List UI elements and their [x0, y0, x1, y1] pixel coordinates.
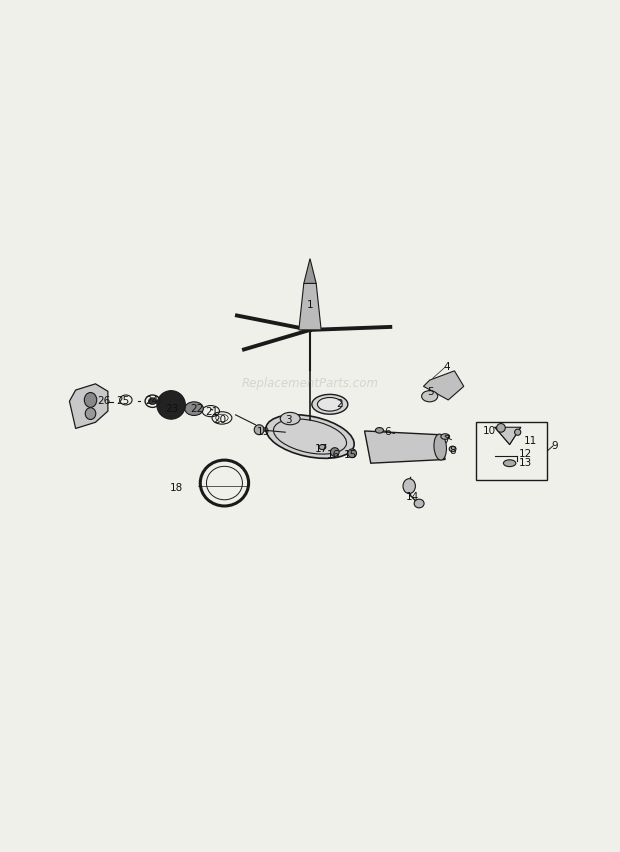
- Circle shape: [330, 447, 339, 457]
- Text: 2: 2: [337, 400, 343, 409]
- Text: 17: 17: [314, 444, 328, 454]
- Polygon shape: [69, 384, 108, 429]
- Text: 26: 26: [97, 396, 111, 406]
- Text: 7: 7: [443, 435, 449, 445]
- Ellipse shape: [86, 408, 95, 419]
- Text: 25: 25: [116, 396, 130, 406]
- Text: 20: 20: [213, 415, 227, 425]
- Ellipse shape: [503, 460, 516, 467]
- Ellipse shape: [414, 499, 424, 508]
- Polygon shape: [299, 284, 321, 330]
- Text: 6: 6: [384, 427, 391, 437]
- Text: 13: 13: [519, 458, 533, 469]
- Text: 10: 10: [483, 426, 497, 436]
- Text: 9: 9: [552, 440, 558, 451]
- Text: 22: 22: [190, 404, 204, 414]
- Text: 19: 19: [257, 427, 270, 437]
- Polygon shape: [304, 259, 316, 284]
- Circle shape: [157, 391, 185, 419]
- Ellipse shape: [403, 479, 415, 493]
- Ellipse shape: [376, 428, 383, 433]
- Text: ReplacementParts.com: ReplacementParts.com: [242, 377, 378, 390]
- Ellipse shape: [449, 446, 456, 452]
- Text: 5: 5: [428, 387, 434, 397]
- Text: 3: 3: [285, 415, 291, 425]
- Text: 21: 21: [205, 407, 219, 417]
- Text: 8: 8: [450, 446, 456, 456]
- Circle shape: [254, 425, 264, 435]
- Polygon shape: [365, 431, 445, 463]
- Polygon shape: [495, 427, 521, 445]
- Text: 15: 15: [343, 450, 357, 460]
- Ellipse shape: [149, 398, 156, 405]
- Ellipse shape: [280, 412, 300, 425]
- Text: 24: 24: [145, 396, 159, 406]
- Ellipse shape: [84, 393, 97, 407]
- Ellipse shape: [422, 391, 438, 402]
- Ellipse shape: [266, 415, 354, 458]
- Bar: [476, 422, 547, 480]
- Text: 1: 1: [307, 300, 313, 310]
- Text: 14: 14: [405, 492, 419, 503]
- Text: 18: 18: [170, 483, 184, 493]
- Text: 16: 16: [326, 450, 340, 460]
- Text: 23: 23: [166, 404, 179, 413]
- Text: 11: 11: [523, 436, 537, 446]
- Ellipse shape: [185, 402, 203, 416]
- Ellipse shape: [434, 434, 446, 460]
- Circle shape: [348, 449, 356, 458]
- Circle shape: [515, 429, 521, 435]
- Text: 12: 12: [519, 449, 533, 459]
- Text: 4: 4: [443, 362, 449, 372]
- Ellipse shape: [319, 445, 326, 450]
- Ellipse shape: [317, 398, 342, 412]
- Ellipse shape: [312, 394, 348, 414]
- Circle shape: [497, 423, 505, 432]
- Ellipse shape: [441, 434, 450, 440]
- Polygon shape: [423, 371, 464, 400]
